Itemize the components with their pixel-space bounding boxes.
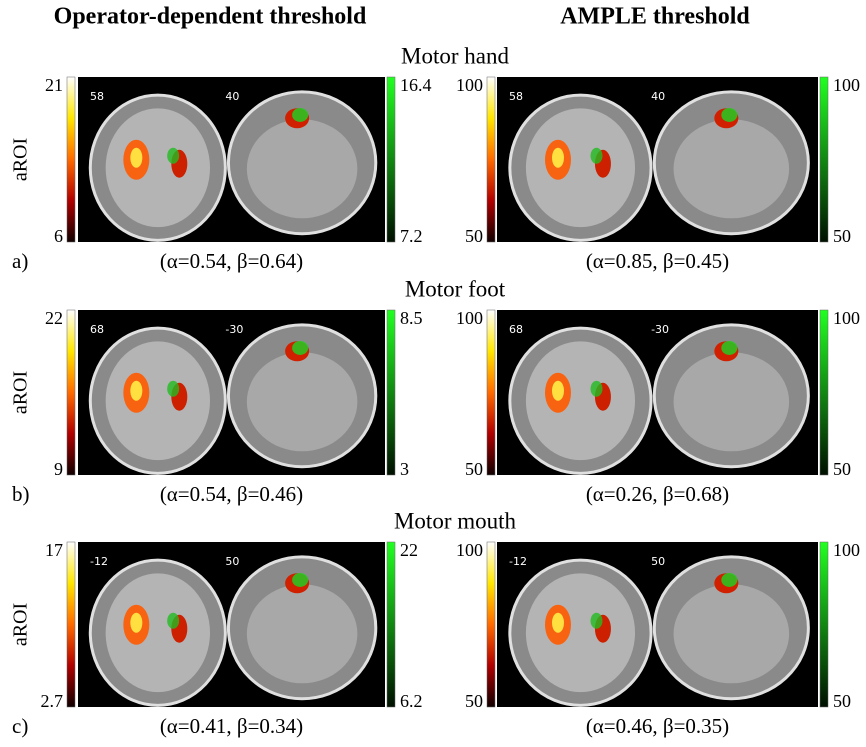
activation (721, 108, 737, 122)
colorbar-label: 6.2 (400, 691, 423, 711)
brain-matter (247, 584, 358, 683)
colorbar-label: 50 (465, 691, 483, 711)
caption: (α=0.41, β=0.34) (160, 714, 303, 738)
caption: (α=0.26, β=0.68) (586, 482, 729, 506)
figure: Operator-dependent threshold AMPLE thres… (0, 0, 866, 747)
brain-matter (526, 108, 635, 227)
colorbar-label: 50 (465, 226, 483, 246)
slice-label: -12 (90, 555, 108, 568)
colorbar-hot (67, 77, 75, 242)
colorbar-label: 100 (833, 75, 860, 95)
brain-matter (247, 352, 358, 451)
colorbar-green (387, 77, 395, 242)
activation (552, 613, 564, 633)
activation (292, 573, 308, 587)
colorbar-green (387, 310, 395, 475)
activation (591, 613, 603, 629)
colorbar-label: 9 (54, 459, 63, 479)
activation (167, 148, 179, 164)
activation (591, 381, 603, 397)
y-label: aROI (10, 603, 32, 646)
colorbar-hot (487, 77, 495, 242)
activation (167, 613, 179, 629)
brain-matter (526, 573, 635, 692)
activation (130, 148, 142, 168)
row-letter: b) (12, 482, 30, 506)
row-title: Motor hand (401, 43, 509, 68)
colorbar-hot (487, 542, 495, 707)
brain-matter (106, 341, 210, 460)
slice-label: 58 (509, 90, 523, 103)
y-label: aROI (10, 371, 32, 414)
activation (292, 341, 308, 355)
colorbar-label: 2.7 (41, 691, 64, 711)
brain-matter (526, 341, 635, 460)
row-title: Motor foot (405, 276, 506, 301)
caption: (α=0.54, β=0.46) (160, 482, 303, 506)
colorbar-hot (67, 310, 75, 475)
colorbar-label: 22 (400, 540, 418, 560)
slice-label: 68 (90, 323, 104, 336)
column-header: Operator-dependent threshold (54, 4, 367, 30)
colorbar-label: 100 (456, 308, 483, 328)
colorbar-label: 7.2 (400, 226, 423, 246)
colorbar-label: 100 (456, 75, 483, 95)
caption: (α=0.54, β=0.64) (160, 249, 303, 273)
slice-label: -12 (509, 555, 527, 568)
colorbar-label: 100 (833, 540, 860, 560)
activation (292, 108, 308, 122)
brain-matter (674, 119, 790, 218)
slice-label: 40 (651, 90, 665, 103)
column-header: AMPLE threshold (560, 4, 750, 30)
activation (721, 573, 737, 587)
colorbar-label: 3 (400, 459, 409, 479)
slice-label: 40 (225, 90, 239, 103)
colorbar-green (820, 77, 828, 242)
caption: (α=0.46, β=0.35) (586, 714, 729, 738)
colorbar-label: 100 (456, 540, 483, 560)
colorbar-label: 16.4 (400, 75, 432, 95)
row-letter: c) (12, 714, 28, 738)
colorbar-label: 50 (833, 459, 851, 479)
brain-matter (106, 108, 210, 227)
brain-matter (247, 119, 358, 218)
colorbar-label: 8.5 (400, 308, 423, 328)
activation (130, 381, 142, 401)
brain-matter (674, 584, 790, 683)
slice-label: 50 (225, 555, 239, 568)
y-label: aROI (10, 138, 32, 181)
colorbar-label: 21 (45, 75, 63, 95)
brain-matter (674, 352, 790, 451)
activation (721, 341, 737, 355)
slice-label: -30 (651, 323, 669, 336)
activation (167, 381, 179, 397)
activation (552, 381, 564, 401)
colorbar-hot (487, 310, 495, 475)
slice-label: -30 (225, 323, 243, 336)
colorbar-label: 50 (833, 691, 851, 711)
slice-label: 58 (90, 90, 104, 103)
slice-label: 68 (509, 323, 523, 336)
colorbar-label: 50 (833, 226, 851, 246)
activation (130, 613, 142, 633)
colorbar-green (820, 310, 828, 475)
caption: (α=0.85, β=0.45) (586, 249, 729, 273)
slice-label: 50 (651, 555, 665, 568)
activation (591, 148, 603, 164)
colorbar-label: 17 (45, 540, 63, 560)
row-letter: a) (12, 249, 28, 273)
colorbar-label: 100 (833, 308, 860, 328)
activation (552, 148, 564, 168)
colorbar-green (387, 542, 395, 707)
colorbar-label: 22 (45, 308, 63, 328)
row-title: Motor mouth (394, 508, 517, 533)
colorbar-green (820, 542, 828, 707)
colorbar-label: 50 (465, 459, 483, 479)
brain-matter (106, 573, 210, 692)
colorbar-label: 6 (54, 226, 63, 246)
colorbar-hot (67, 542, 75, 707)
